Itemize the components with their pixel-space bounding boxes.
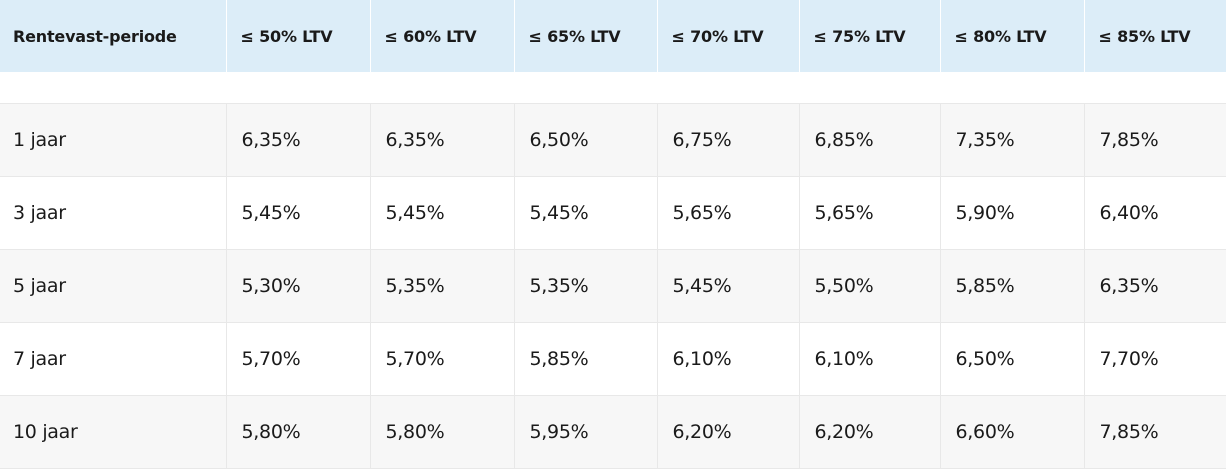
rate-cell: 5,70% (369, 322, 514, 396)
table-row: 5 jaar 5,30% 5,35% 5,35% 5,45% 5,50% 5,8… (0, 249, 1226, 323)
rate-cell: 7,85% (1083, 103, 1226, 177)
rate-cell: 6,10% (656, 322, 799, 396)
table-body: 1 jaar 6,35% 6,35% 6,50% 6,75% 6,85% 7,3… (0, 72, 1226, 469)
rate-cell: 5,50% (798, 249, 940, 323)
table-row: 10 jaar 5,80% 5,80% 5,95% 6,20% 6,20% 6,… (0, 395, 1226, 469)
period-cell: 10 jaar (0, 395, 226, 469)
rate-cell: 5,35% (513, 249, 657, 323)
column-header-ltv-85: ≤ 85% LTV (1083, 0, 1226, 72)
rate-cell: 5,85% (939, 249, 1084, 323)
rate-cell: 6,35% (225, 103, 370, 177)
rate-cell: 5,45% (513, 176, 657, 250)
table-row: 1 jaar 6,35% 6,35% 6,50% 6,75% 6,85% 7,3… (0, 103, 1226, 177)
spacer-cell (0, 72, 1226, 104)
rate-cell: 7,35% (939, 103, 1084, 177)
spacer-row (0, 72, 1226, 104)
rate-cell: 5,65% (798, 176, 940, 250)
rate-cell: 6,10% (798, 322, 940, 396)
rate-cell: 7,70% (1083, 322, 1226, 396)
rate-cell: 5,80% (225, 395, 370, 469)
rate-cell: 6,85% (798, 103, 940, 177)
column-header-ltv-60: ≤ 60% LTV (369, 0, 514, 72)
column-header-ltv-80: ≤ 80% LTV (939, 0, 1084, 72)
rate-cell: 6,35% (369, 103, 514, 177)
rate-cell: 6,20% (798, 395, 940, 469)
period-cell: 3 jaar (0, 176, 226, 250)
column-header-period: Rentevast-periode (13, 26, 177, 46)
rate-cell: 6,50% (513, 103, 657, 177)
column-header-ltv-75: ≤ 75% LTV (798, 0, 940, 72)
rate-cell: 5,45% (656, 249, 799, 323)
rate-cell: 5,90% (939, 176, 1084, 250)
table-header: Rentevast-periode ≤ 50% LTV ≤ 60% LTV ≤ … (0, 0, 1226, 72)
rate-cell: 6,35% (1083, 249, 1226, 323)
rate-cell: 6,50% (939, 322, 1084, 396)
rate-cell: 5,45% (225, 176, 370, 250)
rate-cell: 5,85% (513, 322, 657, 396)
column-header-ltv-70: ≤ 70% LTV (656, 0, 799, 72)
period-cell: 7 jaar (0, 322, 226, 396)
rate-cell: 6,75% (656, 103, 799, 177)
rate-cell: 6,60% (939, 395, 1084, 469)
period-cell: 5 jaar (0, 249, 226, 323)
rate-cell: 5,70% (225, 322, 370, 396)
rate-cell: 5,35% (369, 249, 514, 323)
table-row: 7 jaar 5,70% 5,70% 5,85% 6,10% 6,10% 6,5… (0, 322, 1226, 396)
rate-cell: 5,65% (656, 176, 799, 250)
rate-cell: 5,95% (513, 395, 657, 469)
rate-cell: 5,45% (369, 176, 514, 250)
header-row: Rentevast-periode ≤ 50% LTV ≤ 60% LTV ≤ … (0, 0, 1226, 72)
rate-cell: 7,85% (1083, 395, 1226, 469)
table-row: 3 jaar 5,45% 5,45% 5,45% 5,65% 5,65% 5,9… (0, 176, 1226, 250)
period-cell: 1 jaar (0, 103, 226, 177)
rate-cell: 5,80% (369, 395, 514, 469)
rate-cell: 5,30% (225, 249, 370, 323)
rate-cell: 6,40% (1083, 176, 1226, 250)
column-header-ltv-50: ≤ 50% LTV (225, 0, 370, 72)
column-header-ltv-65: ≤ 65% LTV (513, 0, 657, 72)
rate-cell: 6,20% (656, 395, 799, 469)
